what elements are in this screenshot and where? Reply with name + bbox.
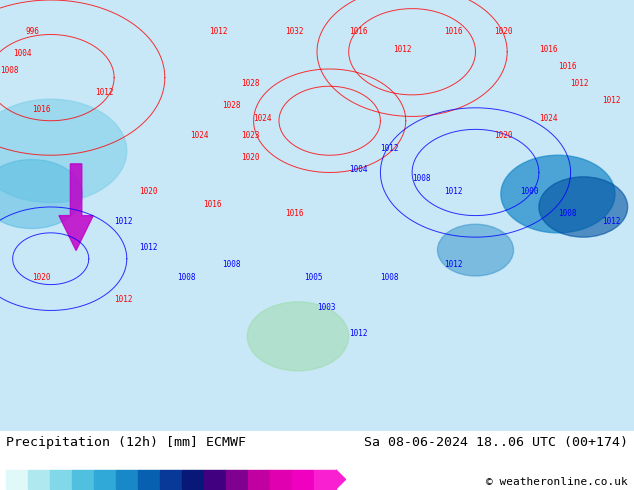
Text: 1024: 1024: [254, 114, 272, 122]
Text: 1004: 1004: [349, 166, 367, 174]
Bar: [160, 470, 182, 489]
Text: 1020: 1020: [32, 273, 50, 282]
Text: 1016: 1016: [203, 200, 221, 209]
Text: 1032: 1032: [285, 27, 304, 36]
Bar: [314, 470, 336, 489]
Text: 1012: 1012: [95, 88, 113, 97]
Bar: [248, 470, 270, 489]
Text: 1016: 1016: [444, 27, 462, 36]
Text: 1016: 1016: [349, 27, 367, 36]
Text: 1008: 1008: [0, 66, 18, 75]
Bar: [182, 470, 204, 489]
Polygon shape: [336, 470, 346, 489]
Text: 1012: 1012: [209, 27, 228, 36]
Text: 1016: 1016: [285, 209, 304, 218]
Text: 1004: 1004: [13, 49, 31, 58]
Text: 1003: 1003: [317, 303, 335, 313]
Text: Precipitation (12h) [mm] ECMWF: Precipitation (12h) [mm] ECMWF: [6, 436, 247, 449]
Text: 1020: 1020: [495, 27, 513, 36]
Bar: [292, 470, 314, 489]
Text: 1020: 1020: [495, 131, 513, 140]
Text: 1005: 1005: [304, 273, 323, 282]
Text: 1020: 1020: [139, 187, 158, 196]
Text: 1028: 1028: [241, 79, 259, 88]
Text: 1024: 1024: [539, 114, 557, 122]
Text: 1008: 1008: [380, 273, 399, 282]
Text: 1012: 1012: [114, 217, 133, 226]
Bar: [270, 470, 292, 489]
Text: 1008: 1008: [558, 209, 576, 218]
Text: 1024: 1024: [190, 131, 209, 140]
Text: 1016: 1016: [32, 105, 50, 114]
Text: 1012: 1012: [602, 217, 621, 226]
Text: Sa 08-06-2024 18..06 UTC (00+174): Sa 08-06-2024 18..06 UTC (00+174): [364, 436, 628, 449]
Text: 996: 996: [25, 27, 39, 36]
Circle shape: [247, 302, 349, 371]
Bar: [72, 470, 94, 489]
Text: © weatheronline.co.uk: © weatheronline.co.uk: [486, 477, 628, 487]
Bar: [29, 470, 50, 489]
Text: 1016: 1016: [558, 62, 576, 71]
Text: 1012: 1012: [114, 295, 133, 304]
Bar: [138, 470, 160, 489]
Text: 1000: 1000: [520, 187, 538, 196]
Bar: [116, 470, 138, 489]
Text: 1012: 1012: [380, 144, 399, 153]
Circle shape: [501, 155, 615, 233]
Bar: [50, 470, 72, 489]
Text: 1008: 1008: [412, 174, 430, 183]
Bar: [226, 470, 248, 489]
Bar: [6, 470, 29, 489]
Text: 1023: 1023: [241, 131, 259, 140]
Circle shape: [437, 224, 514, 276]
Text: 1012: 1012: [139, 243, 158, 252]
Text: 1012: 1012: [444, 260, 462, 270]
Text: 1020: 1020: [241, 152, 259, 162]
Circle shape: [0, 99, 127, 203]
Text: 1016: 1016: [539, 45, 557, 54]
Text: 1012: 1012: [571, 79, 589, 88]
Text: 1012: 1012: [602, 97, 621, 105]
Text: 1008: 1008: [178, 273, 196, 282]
FancyArrow shape: [59, 164, 93, 250]
Bar: [94, 470, 116, 489]
Circle shape: [0, 160, 82, 228]
Text: 1008: 1008: [222, 260, 240, 270]
Text: 1012: 1012: [393, 45, 411, 54]
Text: 1028: 1028: [222, 101, 240, 110]
Text: 1012: 1012: [349, 329, 367, 338]
Bar: [204, 470, 226, 489]
Text: 1012: 1012: [444, 187, 462, 196]
Circle shape: [539, 177, 628, 237]
